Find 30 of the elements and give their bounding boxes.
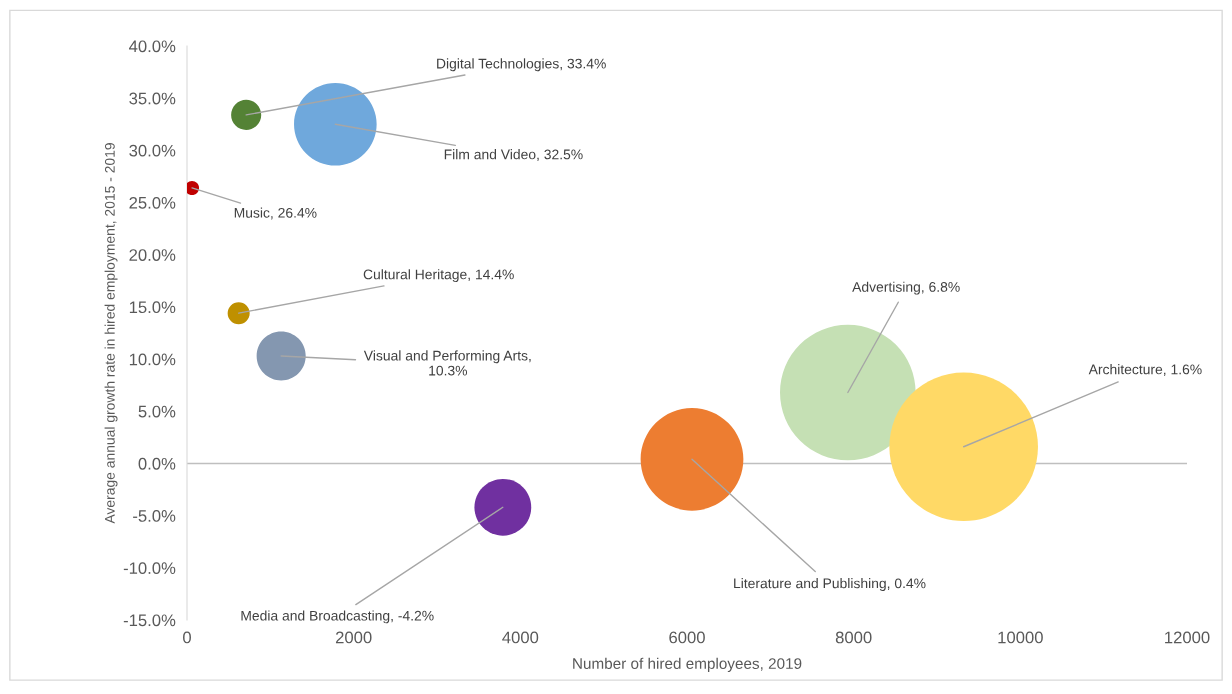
annotation: Digital Technologies, 33.4% [437, 58, 606, 72]
annotation: Architecture, 1.6% [1088, 364, 1202, 376]
y-tick-label: 35.0% [129, 92, 176, 105]
y-tick-label: 10.0% [129, 353, 176, 366]
annotation: Advertising, 6.8% [852, 281, 960, 295]
annotation: Cultural Heritage, 14.4% [363, 269, 514, 283]
x-tick-label: 0 [183, 631, 191, 644]
annotation: Music, 26.4% [234, 207, 317, 220]
annotation: Visual and Performing Arts, 10.3% [363, 350, 531, 376]
x-tick-label: 12000 [1165, 631, 1210, 644]
annotation: Film and Video, 32.5% [444, 149, 583, 161]
x-tick-label: 10000 [998, 631, 1043, 644]
x-tick-label: 8000 [835, 631, 872, 644]
y-tick-label: -15.0% [123, 614, 176, 627]
annotation: Literature and Publishing, 0.4% [734, 578, 926, 591]
y-tick-label: 30.0% [129, 144, 176, 157]
y-tick-label: -5.0% [133, 510, 176, 522]
x-axis-title: Number of hired employees, 2019 [573, 657, 802, 672]
y-tick-label: -10.0% [123, 562, 176, 575]
x-tick-label: 2000 [335, 631, 372, 644]
y-tick-label: 0.0% [138, 457, 176, 470]
x-tick-label: 4000 [502, 631, 539, 644]
y-tick-label: 20.0% [129, 249, 176, 261]
y-tick-label: 5.0% [138, 405, 176, 418]
y-tick-label: 15.0% [129, 301, 176, 314]
y-tick-label: 40.0% [129, 40, 176, 53]
y-axis-title: Average annual growth rate in hired employment, 2015 - 2019 [104, 143, 118, 524]
annotation: Media and Broadcasting, -4.2% [241, 610, 434, 624]
y-tick-label: 25.0% [129, 196, 176, 209]
x-tick-label: 6000 [669, 631, 705, 644]
